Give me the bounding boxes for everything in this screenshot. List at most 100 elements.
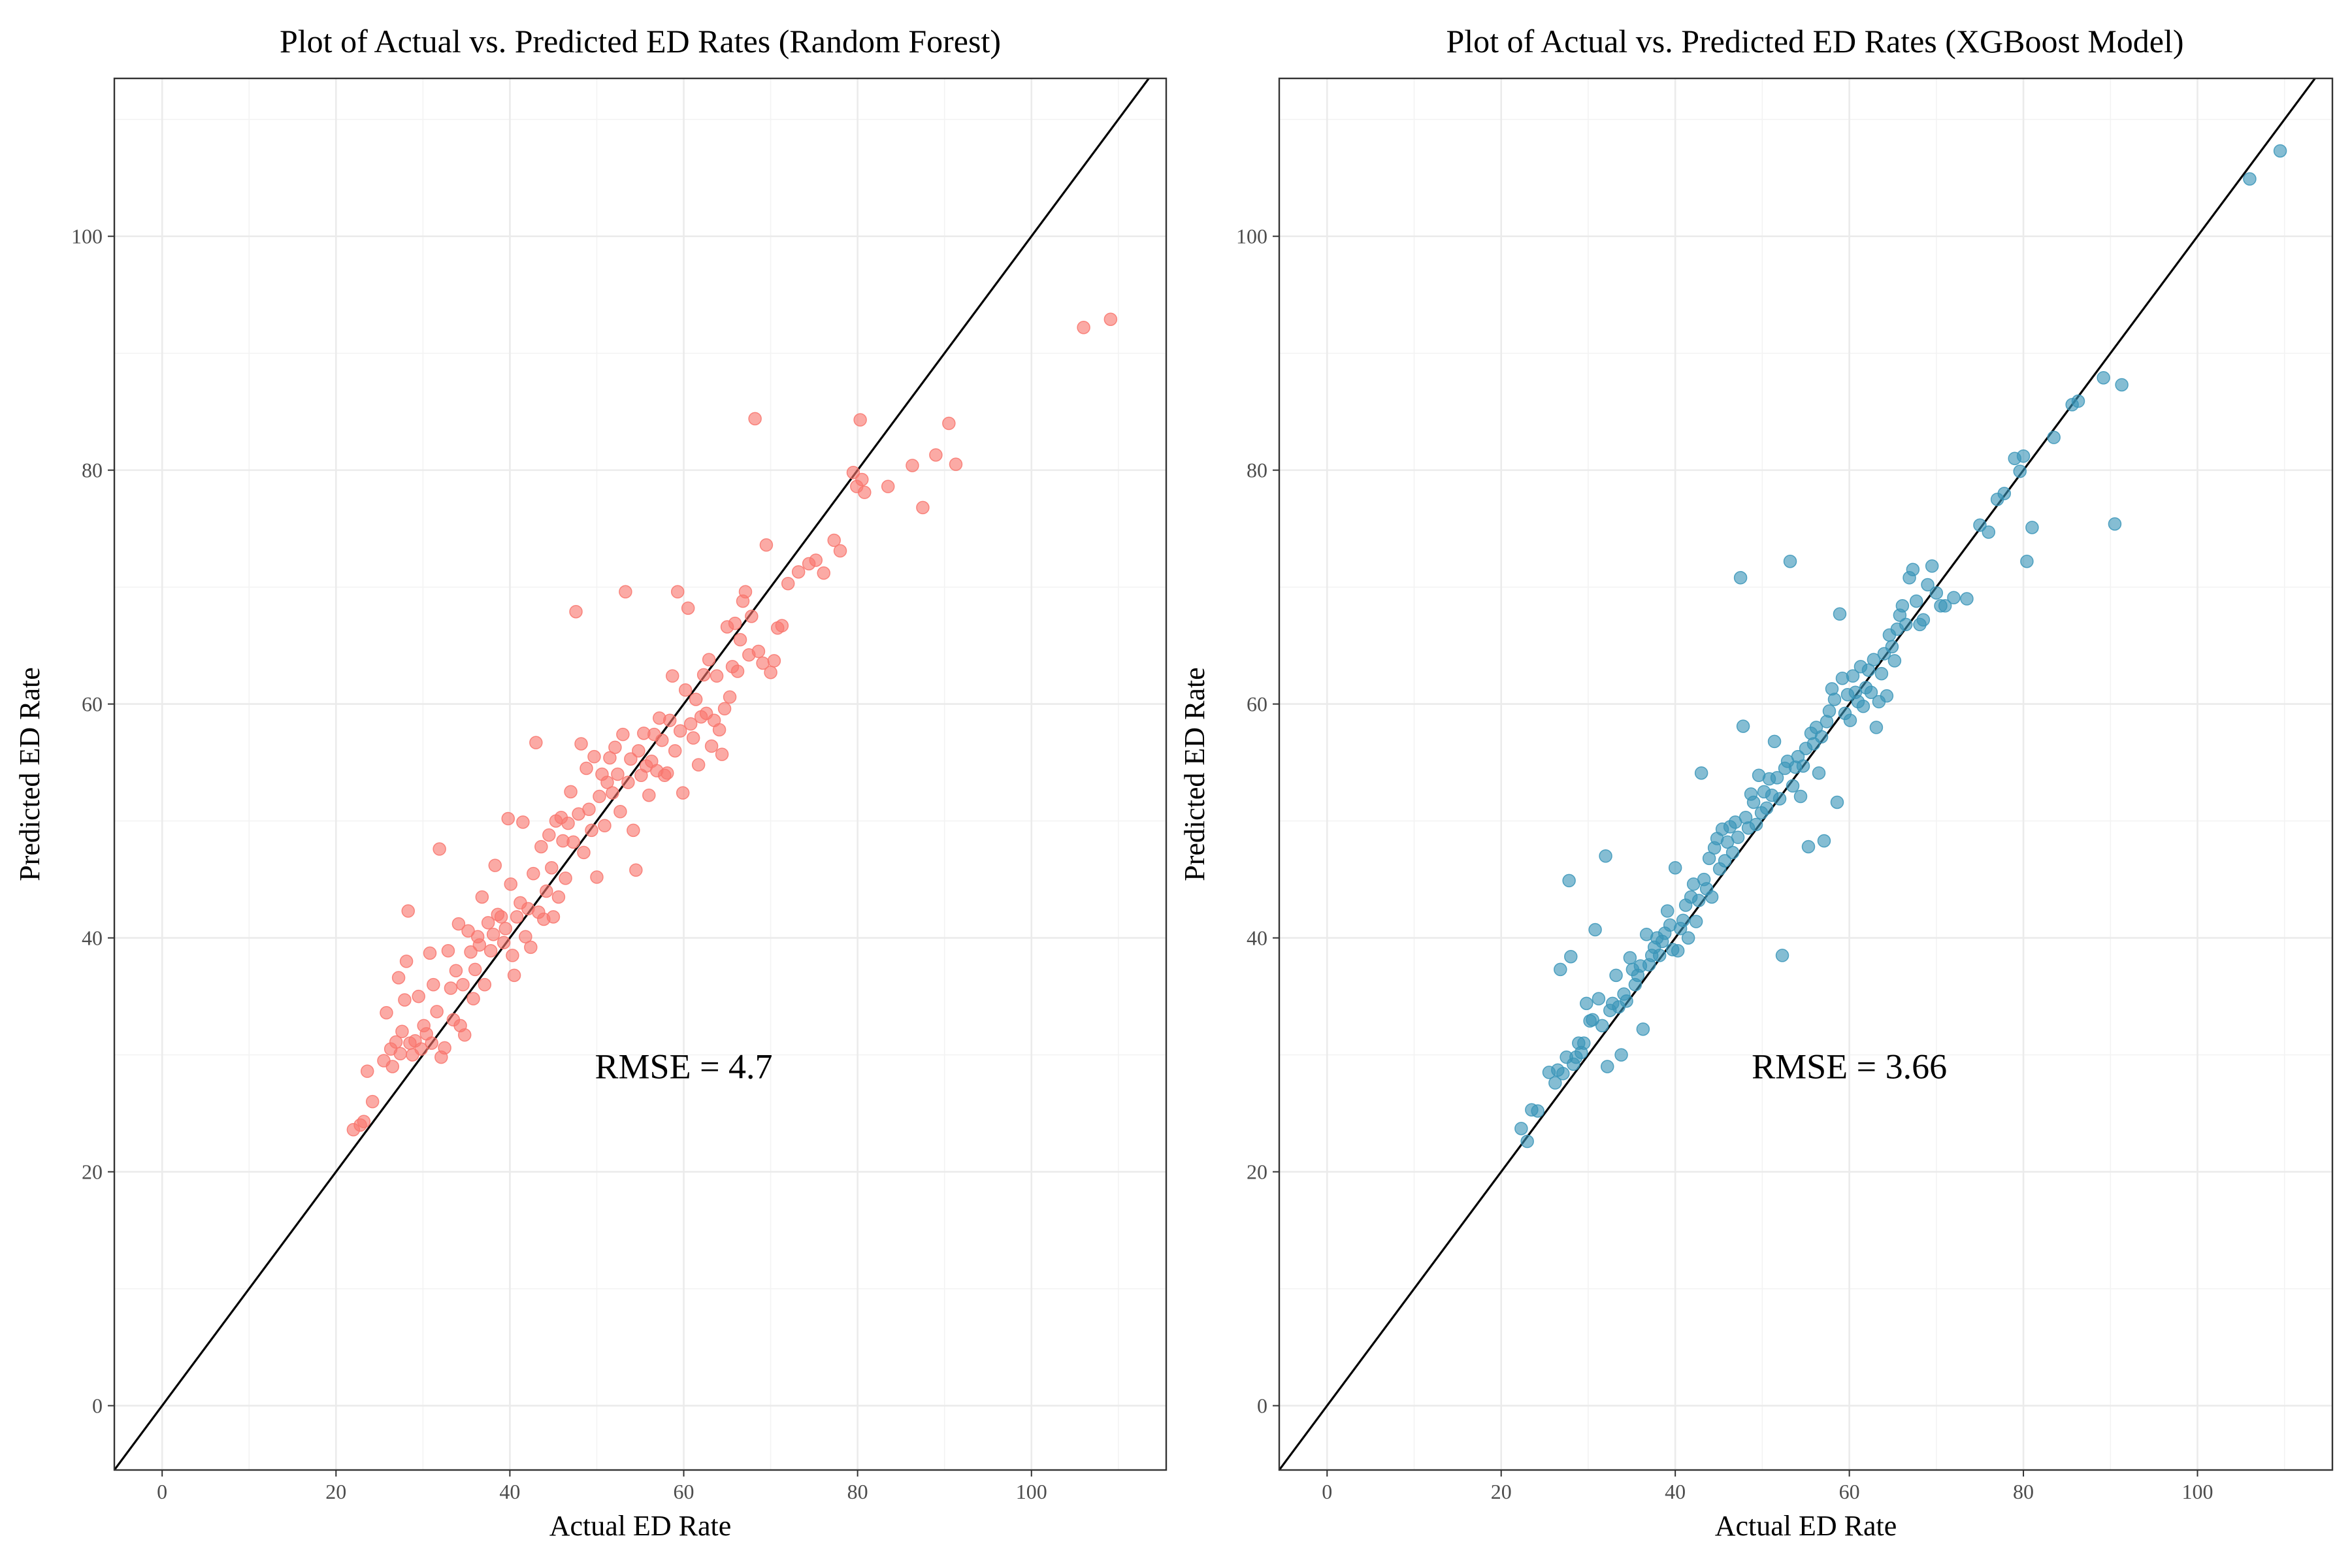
right-x-axis-title: Actual ED Rate xyxy=(1715,1510,1897,1542)
right-data-point xyxy=(1864,685,1878,699)
left-data-point xyxy=(642,788,656,802)
right-y-tick-label: 100 xyxy=(1236,225,1267,248)
left-data-point xyxy=(791,565,806,579)
right-data-point xyxy=(1772,792,1787,806)
left-data-point xyxy=(564,785,578,799)
left-data-point xyxy=(702,653,716,666)
left-data-point xyxy=(686,731,700,745)
left-data-point xyxy=(745,610,759,623)
left-data-point xyxy=(853,413,867,427)
right-data-point xyxy=(1731,830,1745,844)
right-data-point xyxy=(1705,890,1719,904)
right-data-point xyxy=(1843,713,1857,727)
right-data-point xyxy=(1520,1134,1534,1149)
right-data-point xyxy=(1577,1036,1591,1050)
right-data-point xyxy=(1554,962,1567,977)
right-data-point xyxy=(1783,554,1797,568)
right-data-point xyxy=(1548,1076,1562,1090)
left-scatter-points xyxy=(346,312,1118,1137)
right-data-point xyxy=(1702,851,1716,866)
right-x-tick-label: 100 xyxy=(2182,1480,2213,1503)
left-data-point xyxy=(414,1042,428,1056)
right-data-point xyxy=(1997,487,2011,500)
left-data-point xyxy=(527,866,540,881)
left-data-point xyxy=(611,767,625,781)
left-data-point xyxy=(730,664,745,678)
right-data-point xyxy=(2097,370,2110,385)
left-data-point xyxy=(466,992,480,1005)
right-axis-ticks: 0 20 40 60 80 100 0 20 40 60 80 100 xyxy=(1236,225,2213,1503)
right-data-point xyxy=(1599,849,1612,863)
right-data-point xyxy=(1676,913,1690,927)
left-data-point xyxy=(781,576,795,591)
left-data-point xyxy=(566,835,580,849)
right-data-point xyxy=(1689,915,1703,928)
left-data-point xyxy=(483,944,498,958)
right-chart-title: Plot of Actual vs. Predicted ED Rates (X… xyxy=(1446,23,2183,59)
right-data-point xyxy=(1556,1066,1570,1081)
right-data-point xyxy=(1887,654,1902,668)
right-plot-frame xyxy=(1278,77,2334,1471)
right-data-point xyxy=(1588,923,1602,937)
right-data-point xyxy=(1885,640,1899,654)
left-data-point xyxy=(472,938,487,952)
left-y-tick-label: 80 xyxy=(82,459,103,482)
left-data-point xyxy=(506,949,519,962)
right-data-point xyxy=(1874,666,1889,681)
right-chart-panel: Plot of Actual vs. Predicted ED Rates (X… xyxy=(1179,23,2334,1542)
right-data-point xyxy=(1973,518,1987,532)
left-data-point xyxy=(616,727,630,742)
left-data-point xyxy=(510,910,524,924)
left-y-tick-label: 40 xyxy=(82,926,103,950)
left-data-point xyxy=(494,910,508,924)
left-data-point xyxy=(478,977,492,992)
right-data-point xyxy=(1733,571,1748,585)
left-data-point xyxy=(365,1094,380,1109)
right-data-point xyxy=(1614,1048,1628,1062)
left-data-point xyxy=(551,890,566,904)
right-data-point xyxy=(1652,949,1667,962)
right-data-point xyxy=(1921,578,1935,592)
left-data-point xyxy=(582,802,596,816)
left-chart-grid xyxy=(114,78,1166,1470)
right-data-point xyxy=(2115,378,2129,392)
left-data-point xyxy=(546,910,561,924)
left-data-point xyxy=(728,616,742,630)
left-data-point xyxy=(481,916,495,930)
right-data-point xyxy=(1660,904,1674,918)
left-data-point xyxy=(389,1035,403,1049)
left-data-point xyxy=(683,717,698,731)
right-y-tick-label: 0 xyxy=(1257,1394,1267,1418)
left-data-point xyxy=(516,815,530,829)
left-data-point xyxy=(475,890,489,904)
right-y-tick-label: 40 xyxy=(1247,926,1267,950)
left-x-tick-label: 40 xyxy=(499,1480,520,1503)
right-data-point xyxy=(1982,525,1996,539)
left-data-point xyxy=(775,619,789,632)
left-data-point xyxy=(545,860,559,875)
left-data-point xyxy=(689,693,703,706)
left-data-point xyxy=(412,989,425,1004)
right-data-point xyxy=(1846,669,1860,683)
left-data-point xyxy=(691,758,706,772)
left-x-tick-label: 20 xyxy=(325,1480,346,1503)
left-data-point xyxy=(569,604,583,619)
left-data-point xyxy=(468,962,482,977)
left-data-point xyxy=(733,632,747,647)
left-data-point xyxy=(425,1036,438,1050)
left-data-point xyxy=(738,585,753,599)
left-data-point xyxy=(833,544,847,558)
right-data-point xyxy=(1861,663,1876,677)
left-data-point xyxy=(590,870,604,884)
left-data-point xyxy=(559,872,572,885)
right-data-point xyxy=(1595,1019,1609,1033)
left-data-point xyxy=(497,936,511,949)
left-data-point xyxy=(827,533,841,547)
right-data-point xyxy=(1671,944,1685,958)
right-data-point xyxy=(1938,599,1952,613)
left-data-point xyxy=(678,683,693,697)
left-data-point xyxy=(486,927,500,941)
left-data-point xyxy=(540,884,553,898)
left-data-point xyxy=(593,789,606,804)
